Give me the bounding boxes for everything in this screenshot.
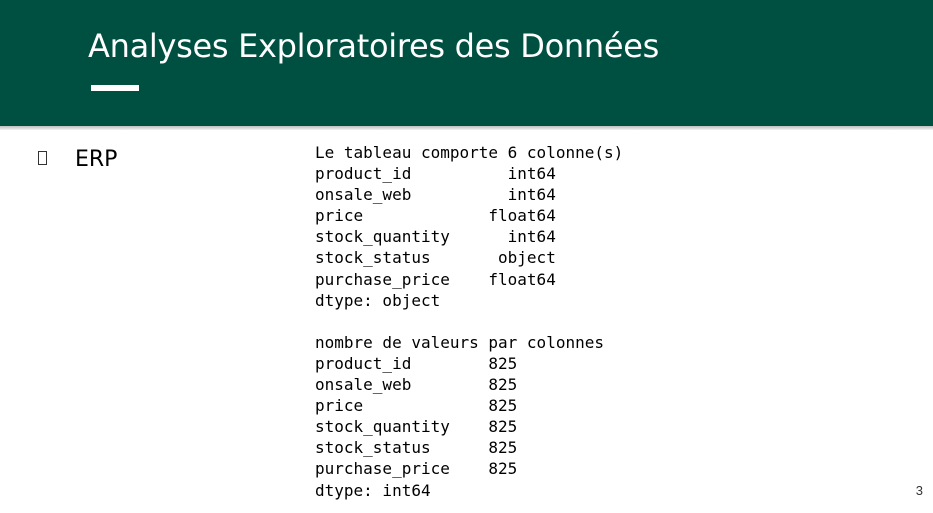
slide-title: Analyses Exploratoires des Données (88, 27, 659, 65)
page-number: 3 (915, 483, 923, 498)
header-divider (0, 126, 933, 130)
code-output-line: onsale_web int64 (315, 185, 556, 205)
bullet-label: ERP (75, 147, 118, 172)
code-output-line: onsale_web 825 (315, 375, 518, 395)
code-output-line: stock_quantity int64 (315, 227, 556, 247)
bullet-icon (38, 151, 47, 165)
code-output-line: dtype: int64 (315, 480, 431, 500)
code-output-line: dtype: object (315, 290, 441, 310)
code-output-line: Le tableau comporte 6 colonne(s) (315, 143, 624, 162)
code-output-line: price 825 (315, 396, 518, 416)
code-output-line: stock_quantity 825 (315, 417, 518, 437)
code-output-line: purchase_price float64 (315, 269, 556, 289)
code-output-line (315, 311, 623, 332)
code-output-line: nombre de valeurs par colonnes (315, 332, 604, 352)
code-output-line: stock_status 825 (315, 438, 518, 458)
code-output-block: Le tableau comporte 6 colonne(s) product_… (315, 142, 623, 501)
code-output-line: purchase_price 825 (315, 459, 518, 479)
code-output-line: product_id int64 (315, 164, 556, 184)
slide-header: Analyses Exploratoires des Données (0, 0, 933, 126)
code-output-line: price float64 (315, 206, 556, 226)
title-underline (91, 85, 139, 91)
code-output-line: stock_status object (315, 248, 556, 268)
code-output-line: product_id 825 (315, 353, 518, 373)
